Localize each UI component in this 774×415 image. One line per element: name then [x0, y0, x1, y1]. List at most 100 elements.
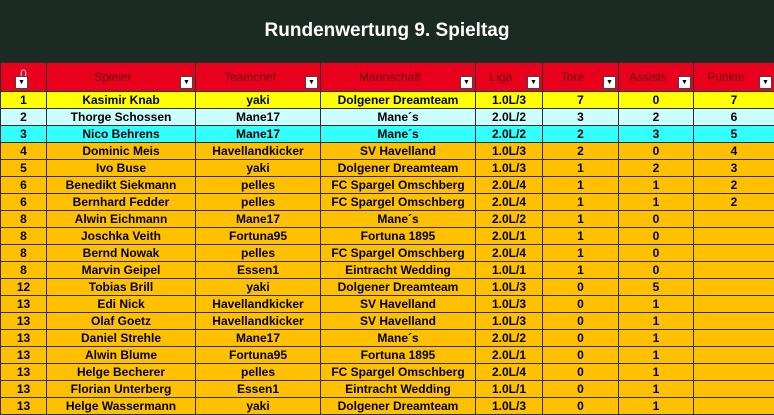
cell-assists[interactable]: 2	[618, 108, 694, 126]
cell-spieler[interactable]: Tobias Brill	[46, 278, 196, 296]
cell-liga[interactable]: 2.0L/4	[475, 244, 543, 262]
cell-assists[interactable]: 0	[618, 91, 694, 109]
cell-rank[interactable]: 2	[0, 108, 47, 126]
cell-punkte[interactable]	[693, 312, 774, 330]
cell-teamchef[interactable]: yaki	[195, 397, 321, 415]
cell-teamchef[interactable]: Havellandkicker	[195, 295, 321, 313]
cell-teamchef[interactable]: Fortuna95	[195, 227, 321, 245]
cell-teamchef[interactable]: yaki	[195, 91, 321, 109]
cell-assists[interactable]: 5	[618, 278, 694, 296]
filter-dropdown-icon[interactable]: ▼	[460, 76, 473, 89]
cell-punkte[interactable]: 2	[693, 176, 774, 194]
filter-dropdown-icon[interactable]: ▼	[603, 76, 616, 89]
cell-liga[interactable]: 1.0L/3	[475, 397, 543, 415]
cell-rank[interactable]: 8	[0, 244, 47, 262]
cell-tore[interactable]: 2	[542, 125, 619, 143]
cell-punkte[interactable]: 7	[693, 91, 774, 109]
cell-rank[interactable]: 3	[0, 125, 47, 143]
cell-liga[interactable]: 1.0L/1	[475, 261, 543, 279]
cell-tore[interactable]: 0	[542, 278, 619, 296]
cell-teamchef[interactable]: Mane17	[195, 210, 321, 228]
cell-mannschaft[interactable]: SV Havelland	[320, 295, 476, 313]
cell-rank[interactable]: 8	[0, 210, 47, 228]
cell-rank[interactable]: 13	[0, 346, 47, 364]
cell-mannschaft[interactable]: Mane´s	[320, 125, 476, 143]
cell-punkte[interactable]	[693, 380, 774, 398]
cell-mannschaft[interactable]: Mane´s	[320, 108, 476, 126]
cell-rank[interactable]: 13	[0, 295, 47, 313]
cell-liga[interactable]: 1.0L/3	[475, 159, 543, 177]
cell-rank[interactable]: 13	[0, 312, 47, 330]
cell-spieler[interactable]: Nico Behrens	[46, 125, 196, 143]
cell-spieler[interactable]: Helge Wassermann	[46, 397, 196, 415]
cell-liga[interactable]: 2.0L/2	[475, 210, 543, 228]
cell-liga[interactable]: 1.0L/1	[475, 380, 543, 398]
cell-teamchef[interactable]: pelles	[195, 363, 321, 381]
cell-spieler[interactable]: Olaf Goetz	[46, 312, 196, 330]
cell-spieler[interactable]: Benedikt Siekmann	[46, 176, 196, 194]
cell-tore[interactable]: 0	[542, 312, 619, 330]
cell-mannschaft[interactable]: Eintracht Wedding	[320, 380, 476, 398]
cell-tore[interactable]: 1	[542, 193, 619, 211]
cell-spieler[interactable]: Alwin Blume	[46, 346, 196, 364]
cell-rank[interactable]: 1	[0, 91, 47, 109]
cell-assists[interactable]: 1	[618, 176, 694, 194]
cell-mannschaft[interactable]: FC Spargel Omschberg	[320, 244, 476, 262]
cell-rank[interactable]: 13	[0, 380, 47, 398]
cell-tore[interactable]: 1	[542, 227, 619, 245]
cell-spieler[interactable]: Daniel Strehle	[46, 329, 196, 347]
filter-dropdown-icon[interactable]: ▼	[759, 76, 772, 89]
cell-mannschaft[interactable]: Dolgener Dreamteam	[320, 91, 476, 109]
cell-teamchef[interactable]: Essen1	[195, 380, 321, 398]
cell-assists[interactable]: 0	[618, 227, 694, 245]
cell-teamchef[interactable]: Mane17	[195, 329, 321, 347]
cell-teamchef[interactable]: Mane17	[195, 125, 321, 143]
cell-rank[interactable]: 13	[0, 363, 47, 381]
cell-punkte[interactable]	[693, 278, 774, 296]
cell-rank[interactable]: 6	[0, 176, 47, 194]
cell-mannschaft[interactable]: Fortuna 1895	[320, 227, 476, 245]
cell-rank[interactable]: 8	[0, 261, 47, 279]
cell-teamchef[interactable]: Mane17	[195, 108, 321, 126]
cell-mannschaft[interactable]: SV Havelland	[320, 142, 476, 160]
cell-punkte[interactable]	[693, 261, 774, 279]
cell-spieler[interactable]: Thorge Schossen	[46, 108, 196, 126]
cell-mannschaft[interactable]: Dolgener Dreamteam	[320, 278, 476, 296]
cell-punkte[interactable]	[693, 210, 774, 228]
cell-rank[interactable]: 8	[0, 227, 47, 245]
cell-tore[interactable]: 1	[542, 176, 619, 194]
cell-spieler[interactable]: Bernhard Fedder	[46, 193, 196, 211]
cell-liga[interactable]: 2.0L/1	[475, 227, 543, 245]
cell-assists[interactable]: 1	[618, 363, 694, 381]
cell-tore[interactable]: 1	[542, 159, 619, 177]
cell-spieler[interactable]: Kasimir Knab	[46, 91, 196, 109]
cell-liga[interactable]: 2.0L/2	[475, 125, 543, 143]
cell-punkte[interactable]: 3	[693, 159, 774, 177]
cell-liga[interactable]: 2.0L/4	[475, 193, 543, 211]
cell-punkte[interactable]	[693, 227, 774, 245]
cell-spieler[interactable]: Alwin Eichmann	[46, 210, 196, 228]
cell-rank[interactable]: 5	[0, 159, 47, 177]
cell-assists[interactable]: 0	[618, 261, 694, 279]
cell-assists[interactable]: 1	[618, 295, 694, 313]
cell-punkte[interactable]: 6	[693, 108, 774, 126]
cell-assists[interactable]: 1	[618, 312, 694, 330]
cell-assists[interactable]: 1	[618, 397, 694, 415]
cell-tore[interactable]: 0	[542, 380, 619, 398]
cell-mannschaft[interactable]: Dolgener Dreamteam	[320, 159, 476, 177]
cell-assists[interactable]: 1	[618, 380, 694, 398]
cell-spieler[interactable]: Dominic Meis	[46, 142, 196, 160]
cell-spieler[interactable]: Florian Unterberg	[46, 380, 196, 398]
cell-liga[interactable]: 2.0L/4	[475, 363, 543, 381]
cell-punkte[interactable]: 4	[693, 142, 774, 160]
cell-spieler[interactable]: Helge Becherer	[46, 363, 196, 381]
cell-tore[interactable]: 0	[542, 329, 619, 347]
cell-tore[interactable]: 3	[542, 108, 619, 126]
cell-assists[interactable]: 1	[618, 346, 694, 364]
cell-teamchef[interactable]: pelles	[195, 244, 321, 262]
cell-teamchef[interactable]: pelles	[195, 176, 321, 194]
cell-tore[interactable]: 7	[542, 91, 619, 109]
cell-mannschaft[interactable]: FC Spargel Omschberg	[320, 176, 476, 194]
cell-assists[interactable]: 0	[618, 244, 694, 262]
filter-dropdown-icon[interactable]: ▼	[527, 76, 540, 89]
